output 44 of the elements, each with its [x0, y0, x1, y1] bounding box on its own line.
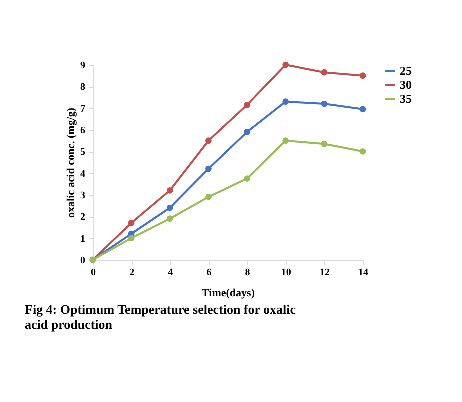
legend-label: 35 — [400, 92, 412, 106]
x-tick-label: 6 — [206, 268, 212, 278]
point — [360, 106, 366, 113]
point — [244, 102, 250, 108]
x-tick-label: 2 — [130, 268, 135, 278]
x-tick-label: 12 — [320, 268, 330, 278]
x-axis-title: Time(days) — [202, 288, 256, 300]
y-tick-label: 0 — [80, 256, 86, 266]
point — [360, 72, 366, 79]
x-tick-label: 4 — [168, 268, 174, 278]
y-tick-label: 1 — [80, 234, 86, 245]
y-tick-label: 9 — [80, 60, 86, 72]
y-tick-label: 5 — [80, 147, 86, 158]
y-tick-label: 7 — [80, 104, 86, 115]
point — [128, 220, 135, 226]
point — [321, 140, 328, 148]
y-tick-label: 4 — [80, 168, 86, 180]
point — [166, 204, 174, 212]
point — [321, 100, 328, 108]
point — [206, 166, 212, 172]
point — [166, 216, 174, 222]
y-tick-label: 3 — [80, 190, 86, 202]
point — [244, 129, 250, 136]
text: Fig 4: Optimum Temperature selection for oxalic acid production — [25, 302, 296, 332]
point — [282, 98, 290, 105]
point — [360, 148, 366, 155]
point — [206, 138, 212, 144]
point — [282, 138, 290, 144]
x-tick-label: 0 — [91, 268, 96, 278]
legend-label: 30 — [400, 78, 412, 92]
y-axis-title: oxalic acid conc. (mg/g) — [66, 108, 78, 218]
legend-label: 25 — [400, 64, 412, 78]
point — [166, 188, 174, 194]
x-tick-label: 10 — [281, 268, 292, 278]
y-tick-label: 2 — [80, 212, 86, 224]
point — [244, 176, 250, 182]
x-tick-label: 14 — [358, 268, 368, 278]
point — [321, 69, 328, 76]
point — [128, 235, 135, 242]
point — [282, 62, 290, 68]
x-tick-label: 8 — [245, 268, 250, 278]
point — [206, 194, 212, 200]
y-tick-label: 6 — [80, 126, 86, 136]
y-tick-label: 8 — [80, 82, 86, 94]
